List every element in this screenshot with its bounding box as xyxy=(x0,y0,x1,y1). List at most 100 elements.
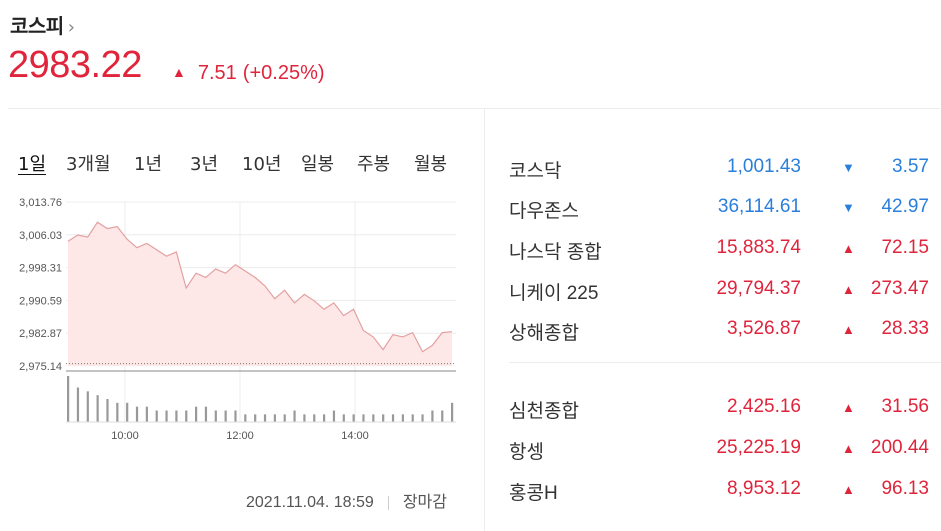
index-row-name: 홍콩H xyxy=(509,483,558,504)
volume-bar xyxy=(352,414,355,422)
tab-3-months[interactable]: 3개월 xyxy=(66,154,111,175)
index-row[interactable]: 코스닥 1,001.43 ▼ 3.57 xyxy=(509,156,929,182)
volume-bar xyxy=(224,410,227,422)
volume-bar xyxy=(342,414,345,422)
index-row[interactable]: 심천종합 2,425.16 ▲ 31.56 xyxy=(509,396,929,422)
volume-bar xyxy=(362,414,365,422)
y-tick-label: 2,982.87 xyxy=(19,328,62,340)
volume-bar xyxy=(303,414,306,422)
up-triangle-icon: ▲ xyxy=(842,441,855,456)
index-row-change: 273.47 xyxy=(870,278,929,299)
y-tick-label: 2,998.31 xyxy=(19,263,62,275)
x-tick-label: 12:00 xyxy=(226,430,254,442)
index-name[interactable]: 코스피 xyxy=(10,14,64,38)
index-row-change: 200.44 xyxy=(870,437,929,458)
tab-1-year[interactable]: 1년 xyxy=(134,154,163,175)
intraday-chart[interactable]: 3,013.76 3,006.03 2,998.31 2,990.59 2,982.87… xyxy=(0,190,470,450)
volume-bar xyxy=(135,406,139,422)
up-triangle-icon: ▲ xyxy=(842,241,855,256)
index-row[interactable]: 니케이 225 29,794.37 ▲ 273.47 xyxy=(509,278,929,304)
volume-bar xyxy=(195,406,198,422)
volume-bar xyxy=(254,414,257,422)
index-row-name: 상해종합 xyxy=(509,323,579,344)
volume-bar xyxy=(244,414,247,422)
index-row-value: 2,425.16 xyxy=(727,396,801,417)
index-row[interactable]: 항셍 25,225.19 ▲ 200.44 xyxy=(509,437,929,463)
index-row-value: 1,001.43 xyxy=(727,156,801,177)
volume-bar xyxy=(145,406,148,422)
change-percent: (+0.25%) xyxy=(242,62,325,84)
index-row-change: 96.13 xyxy=(881,478,929,499)
volume-bar xyxy=(411,414,414,422)
index-row[interactable]: 다우존스 36,114.61 ▼ 42.97 xyxy=(509,196,929,222)
volume-bar xyxy=(126,402,129,422)
volume-bar xyxy=(421,414,424,422)
index-row-name: 다우존스 xyxy=(509,201,579,222)
volume-bar xyxy=(116,402,119,422)
up-triangle-icon: ▲ xyxy=(842,482,855,497)
index-row-name: 나스닥 종합 xyxy=(509,242,602,263)
index-row[interactable]: 상해종합 3,526.87 ▲ 28.33 xyxy=(509,318,929,344)
price-line xyxy=(67,221,453,353)
up-triangle-icon: ▲ xyxy=(842,400,855,415)
index-row[interactable]: 나스닥 종합 15,883.74 ▲ 72.15 xyxy=(509,237,929,263)
index-row[interactable]: 홍콩H 8,953.12 ▲ 96.13 xyxy=(509,478,929,504)
volume-bar xyxy=(214,410,217,422)
tab-weekly-candle[interactable]: 주봉 xyxy=(357,154,391,175)
index-row-name: 심천종합 xyxy=(509,401,579,422)
index-row-value: 8,953.12 xyxy=(727,478,801,499)
index-row-change: 28.33 xyxy=(881,318,929,339)
y-tick-label: 3,006.03 xyxy=(19,230,62,242)
volume-bar xyxy=(175,410,178,422)
volume-bar xyxy=(283,414,286,422)
index-row-value: 29,794.37 xyxy=(716,278,801,299)
volume-bar xyxy=(323,414,326,422)
index-row-change: 3.57 xyxy=(892,156,929,177)
volume-bar xyxy=(332,410,336,422)
down-triangle-icon: ▼ xyxy=(842,160,855,175)
chevron-right-icon[interactable]: › xyxy=(67,17,75,38)
change-value: 7.51 xyxy=(197,62,237,84)
volume-bar xyxy=(67,376,70,422)
volume-bar xyxy=(382,414,385,422)
divider xyxy=(8,108,940,109)
market-status: 장마감 xyxy=(402,494,447,511)
index-row-name: 항셍 xyxy=(509,442,544,463)
y-tick-label: 3,013.76 xyxy=(19,197,62,209)
y-tick-label: 2,990.59 xyxy=(19,295,62,307)
index-row-value: 36,114.61 xyxy=(717,196,801,217)
volume-bar xyxy=(431,410,434,422)
tab-monthly-candle[interactable]: 월봉 xyxy=(414,154,448,175)
index-row-name: 코스닥 xyxy=(509,161,562,182)
volume-bar xyxy=(313,414,316,422)
volume-bar xyxy=(263,414,267,422)
index-row-value: 25,225.19 xyxy=(716,437,801,458)
volume-bar xyxy=(372,414,375,422)
volume-bar xyxy=(293,410,296,422)
volume-bar xyxy=(96,395,99,422)
up-triangle-icon: ▲ xyxy=(842,282,855,297)
volume-bar xyxy=(106,399,109,422)
volume-bar xyxy=(441,410,444,422)
index-row-name: 니케이 225 xyxy=(509,283,599,304)
volume-bar xyxy=(165,410,168,422)
volume-bar xyxy=(155,410,158,422)
index-title[interactable]: 코스피 › xyxy=(10,10,75,39)
area-fill xyxy=(68,222,452,366)
volume-bar xyxy=(401,414,404,422)
up-triangle-icon: ▲ xyxy=(842,322,855,337)
down-triangle-icon: ▼ xyxy=(842,200,855,215)
tab-1-day[interactable]: 1일 xyxy=(18,154,47,175)
tab-10-years[interactable]: 10년 xyxy=(242,154,282,175)
volume-bar xyxy=(76,387,80,422)
volume-bar xyxy=(234,410,237,422)
x-tick-label: 14:00 xyxy=(341,430,369,442)
price-change: ▲ 7.51 (+0.25%) xyxy=(172,62,325,85)
tab-3-years[interactable]: 3년 xyxy=(190,154,219,175)
vertical-divider xyxy=(484,109,485,531)
separator xyxy=(387,495,389,510)
volume-bar xyxy=(204,406,208,422)
x-tick-label: 10:00 xyxy=(111,430,139,442)
index-row-value: 15,883.74 xyxy=(716,237,801,258)
tab-daily-candle[interactable]: 일봉 xyxy=(301,154,335,175)
